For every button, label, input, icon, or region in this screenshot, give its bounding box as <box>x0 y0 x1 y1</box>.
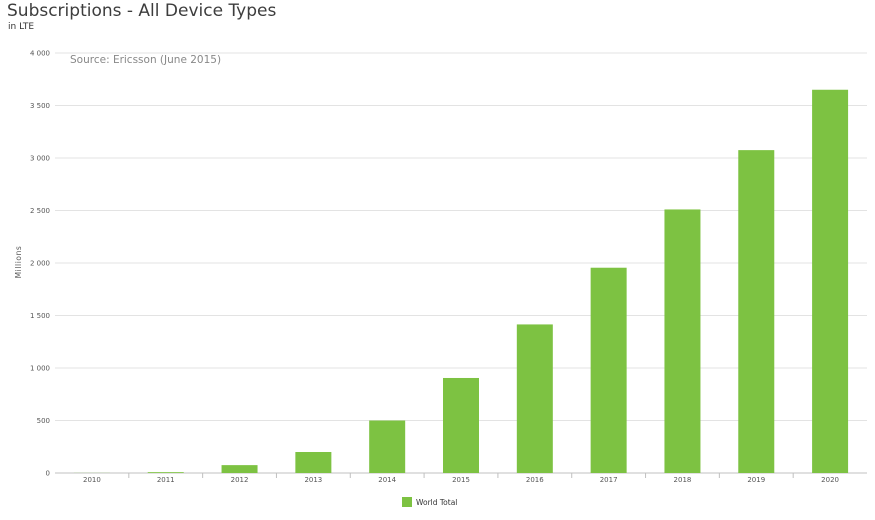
x-tick-label: 2019 <box>747 476 765 484</box>
bar-2014[interactable] <box>369 420 406 474</box>
x-tick-label: 2017 <box>600 476 618 484</box>
y-axis-title: Millions <box>14 246 23 279</box>
bar-2015[interactable] <box>443 377 479 473</box>
x-tick-label: 2012 <box>231 476 249 484</box>
y-axis: 0 500 1 000 1 500 2 000 2 500 3 000 3 500 4 000 <box>30 50 50 478</box>
bar-2019[interactable] <box>738 150 775 473</box>
bar-2018[interactable] <box>664 209 701 473</box>
bar-2020[interactable] <box>812 89 849 473</box>
chart-title: Subscriptions - All Device Types <box>7 1 277 21</box>
bar-2011[interactable] <box>147 472 184 473</box>
y-tick-label: 2 500 <box>30 207 50 215</box>
bar-2012[interactable] <box>221 465 258 473</box>
bar-2017[interactable] <box>590 267 627 473</box>
bar-2013[interactable] <box>295 452 332 473</box>
legend[interactable]: World Total <box>402 497 457 507</box>
x-tick-label: 2020 <box>821 476 839 484</box>
chart-subtitle: in LTE <box>8 22 35 32</box>
y-tick-label: 2 000 <box>30 260 50 268</box>
y-tick-label: 3 500 <box>30 102 50 110</box>
source-annotation: Source: Ericsson (June 2015) <box>70 54 221 66</box>
legend-swatch[interactable] <box>402 497 412 507</box>
x-tick-label: 2014 <box>378 476 396 484</box>
y-tick-label: 1 000 <box>30 365 50 373</box>
x-axis: 2010 2011 2012 2013 2014 2015 2016 2017 2018 2019… <box>83 473 839 484</box>
x-tick-label: 2018 <box>674 476 692 484</box>
x-tick-label: 2015 <box>452 476 470 484</box>
x-tick-label: 2011 <box>157 476 175 484</box>
x-tick-label: 2016 <box>526 476 544 484</box>
legend-label-world-total[interactable]: World Total <box>416 498 457 507</box>
gridlines <box>55 52 867 474</box>
bars <box>73 89 849 474</box>
y-tick-label: 3 000 <box>30 155 50 163</box>
y-tick-label: 0 <box>46 470 50 478</box>
x-tick-label: 2010 <box>83 476 101 484</box>
y-tick-label: 1 500 <box>30 312 50 320</box>
bar-2016[interactable] <box>516 324 553 473</box>
y-tick-label: 500 <box>37 417 50 425</box>
x-tick-label: 2013 <box>304 476 322 484</box>
y-tick-label: 4 000 <box>30 50 50 58</box>
